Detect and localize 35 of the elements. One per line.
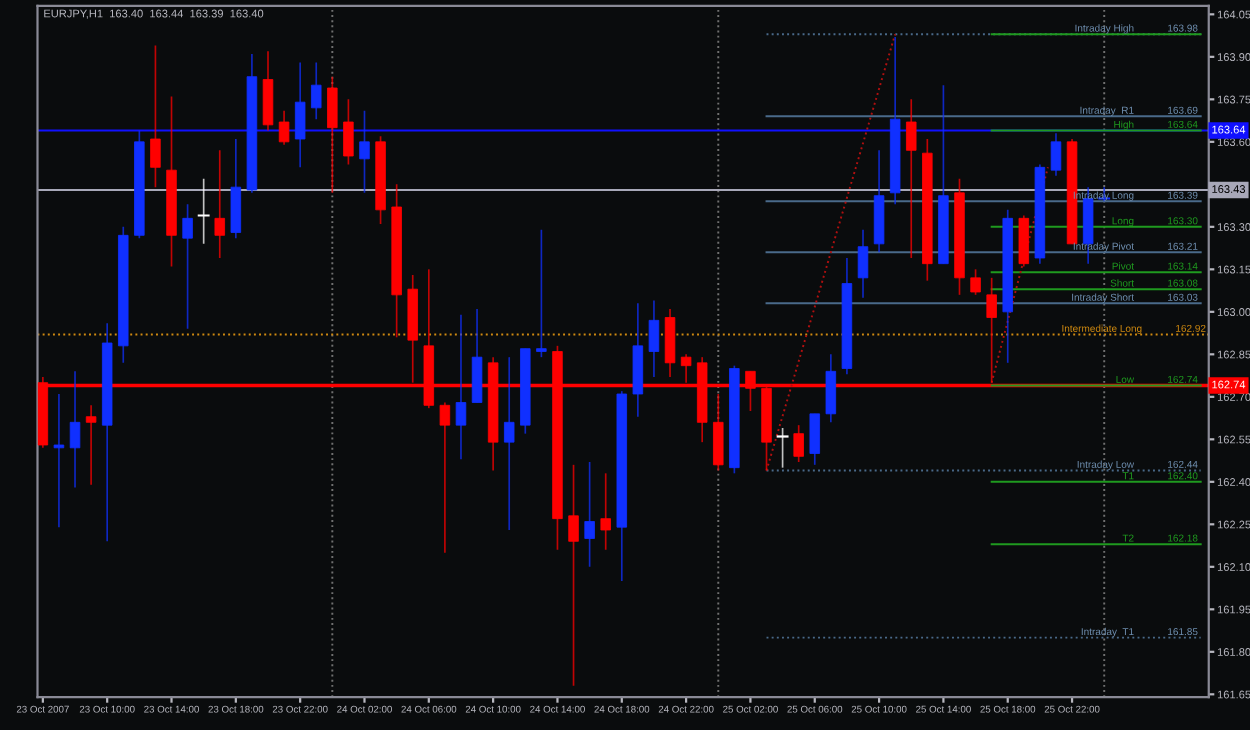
candlestick (970, 268, 981, 296)
candlestick (1050, 132, 1062, 177)
candlestick (568, 463, 579, 687)
candlestick (69, 370, 81, 489)
candlestick (439, 401, 451, 554)
candlestick (825, 353, 837, 424)
candlestick (343, 98, 354, 166)
candlestick (648, 299, 660, 378)
candlestick (214, 149, 225, 259)
candlestick (53, 393, 65, 528)
candlestick (471, 308, 483, 404)
candlestick (327, 75, 338, 194)
candlestick (536, 228, 547, 358)
candlestick (278, 109, 290, 146)
candlestick (85, 404, 97, 486)
candlestick (776, 427, 789, 469)
candlestick (809, 412, 820, 466)
candlestick (584, 461, 595, 568)
candlestick (600, 472, 611, 551)
candlestick (503, 356, 515, 531)
candlestick (182, 203, 193, 330)
candlestick (857, 228, 869, 299)
candlestick (455, 313, 467, 460)
candlestick (359, 109, 370, 194)
candlestick (197, 177, 210, 245)
candlestick (262, 50, 274, 132)
candlestick (150, 44, 161, 189)
candlestick (664, 308, 676, 378)
candlestick (793, 424, 804, 463)
candlestick (294, 61, 306, 169)
candlestick (906, 98, 917, 259)
candlestick (1018, 214, 1030, 268)
candlestick (230, 138, 242, 240)
candlestick (713, 393, 724, 472)
candlestick (311, 61, 322, 121)
